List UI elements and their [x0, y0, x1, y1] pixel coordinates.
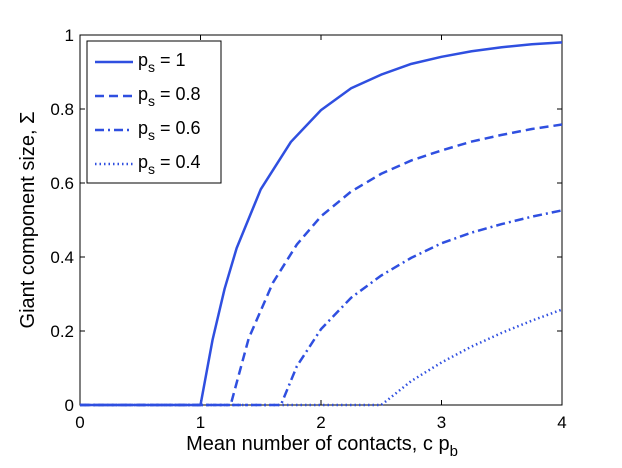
legend-label-4: ps = 0.4	[138, 152, 201, 177]
series-line-3	[80, 209, 563, 407]
legend-box	[86, 40, 222, 184]
x-axis-label-main: Mean number of contacts, c p	[186, 433, 449, 455]
y-tick-label: 0.6	[50, 174, 74, 193]
legend-label-1: ps = 1	[138, 50, 186, 75]
x-tick-label: 2	[316, 413, 325, 432]
legend-label-2: ps = 0.8	[138, 84, 201, 109]
legend-items: ps = 1 ps = 0.8 ps = 0.6 ps = 0.4	[95, 50, 201, 177]
x-axis-label: Mean number of contacts, c pb	[186, 433, 458, 460]
y-tick-label: 0.2	[50, 322, 74, 341]
series-line-4	[80, 308, 563, 407]
y-tick-label: 0	[65, 396, 74, 415]
legend-label-3: ps = 0.6	[138, 118, 201, 143]
y-tick-label: 0.4	[50, 248, 74, 267]
x-tick-label: 1	[196, 413, 205, 432]
x-tick-label: 4	[557, 413, 566, 432]
x-axis-label-sub: b	[450, 443, 458, 460]
x-tick-label: 3	[437, 413, 446, 432]
series-line-1	[80, 41, 563, 407]
legend: ps = 1 ps = 0.8 ps = 0.6 ps = 0.4	[86, 40, 222, 184]
axis-ticks: 0 1 2 3 4 0 0.2 0.4 0.6 0.8 1	[50, 26, 566, 432]
y-tick-label: 1	[65, 26, 74, 45]
y-axis-label: Giant component size, Σ	[17, 112, 39, 329]
series-group	[80, 41, 563, 407]
y-tick-label: 0.8	[50, 100, 74, 119]
series-line-2	[80, 123, 563, 407]
x-tick-label: 0	[75, 413, 84, 432]
